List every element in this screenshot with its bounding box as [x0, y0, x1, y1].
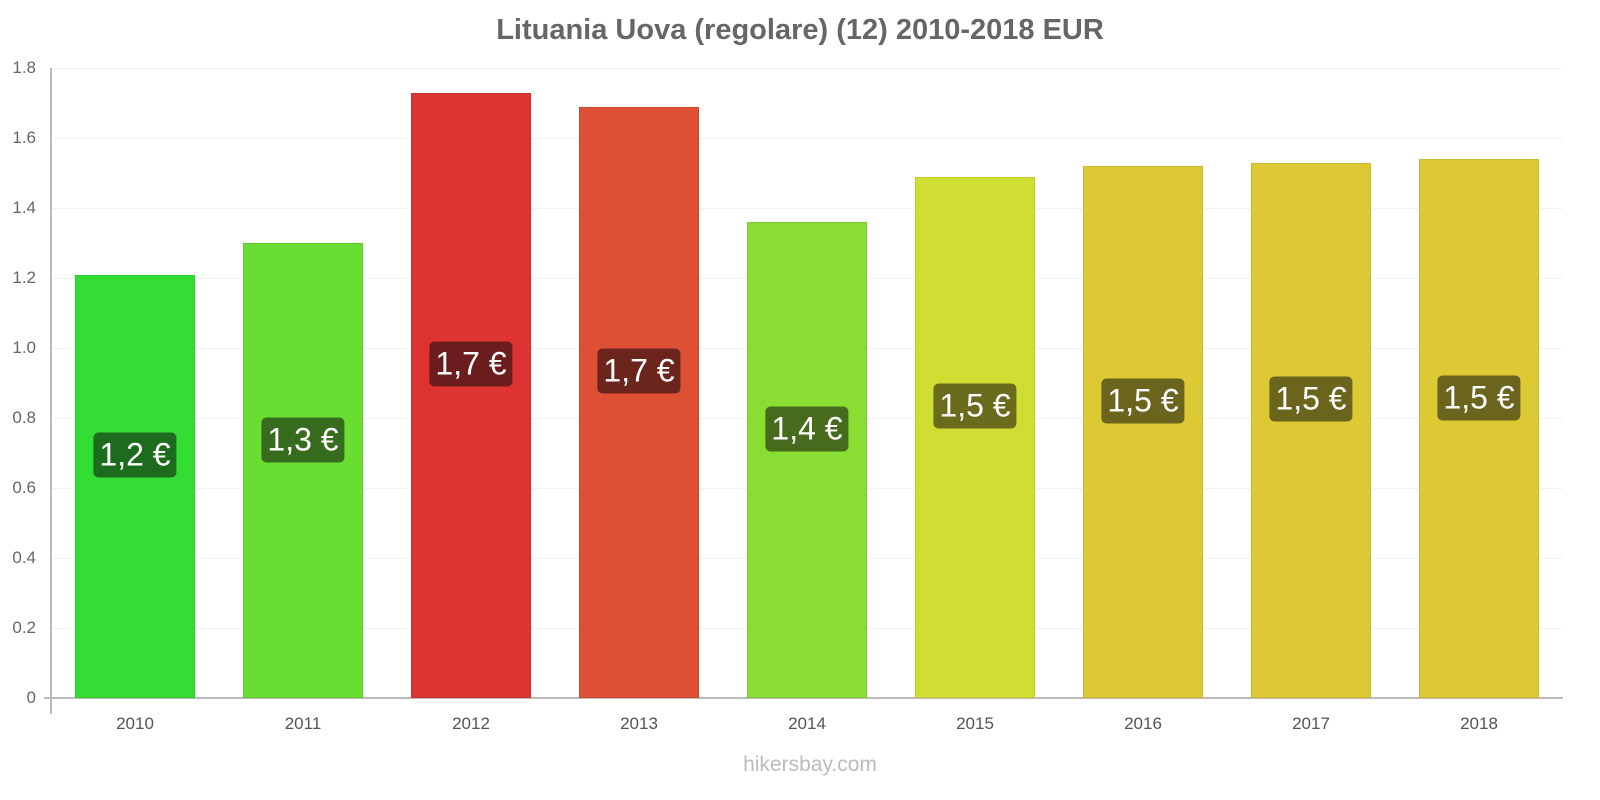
gridline — [51, 138, 1563, 139]
bar-2011[interactable] — [243, 243, 363, 698]
y-tick-label: 0.2 — [12, 618, 36, 637]
gridline — [51, 208, 1563, 209]
x-tick-label: 2014 — [788, 714, 826, 733]
y-tick-label: 1.8 — [12, 58, 36, 77]
x-tick-label: 2017 — [1292, 714, 1330, 733]
y-tick-label: 1.2 — [12, 268, 36, 287]
bar-2010[interactable] — [75, 274, 195, 698]
y-tick-label: 0.8 — [12, 408, 36, 427]
y-tick-label: 1.4 — [12, 198, 36, 217]
y-axis — [50, 68, 52, 714]
bar-value-label: 1,5 € — [1437, 375, 1521, 420]
y-tick-label: 0.4 — [12, 548, 36, 567]
bar-value-label: 1,5 € — [1269, 376, 1353, 422]
x-tick-label: 2013 — [620, 714, 658, 733]
bar-2014[interactable] — [747, 222, 867, 698]
y-tick-label: 1.6 — [12, 128, 36, 147]
x-tick-label: 2016 — [1124, 714, 1162, 733]
x-axis — [44, 697, 1563, 699]
x-tick-label: 2018 — [1460, 714, 1498, 733]
y-tick-label: 1.0 — [12, 338, 36, 357]
x-tick-label: 2010 — [116, 714, 154, 733]
bar-value-label: 1,2 € — [93, 432, 177, 478]
bar-value-label: 1,7 € — [597, 348, 681, 394]
source-watermark: hikersbay.com — [743, 753, 877, 776]
y-tick-label: 0.6 — [12, 478, 36, 497]
bar-2012[interactable] — [411, 92, 531, 698]
x-tick-label: 2015 — [956, 714, 994, 733]
bar-2017[interactable] — [1251, 162, 1371, 698]
bar-2018[interactable] — [1419, 159, 1539, 698]
y-tick-label: 0 — [26, 688, 36, 707]
bar-value-label: 1,4 € — [765, 406, 849, 452]
bar-value-label: 1,5 € — [1101, 378, 1185, 424]
x-tick-label: 2011 — [284, 714, 322, 733]
chart-title: Lituania Uova (regolare) (12) 2010-2018 … — [496, 14, 1104, 46]
x-tick-label: 2012 — [452, 714, 490, 733]
bar-value-label: 1,7 € — [429, 341, 513, 387]
bar-2016[interactable] — [1083, 166, 1203, 698]
bar-2013[interactable] — [579, 106, 699, 698]
bar-value-label: 1,3 € — [261, 417, 345, 462]
bar-2015[interactable] — [915, 176, 1035, 698]
bar-value-label: 1,5 € — [933, 383, 1017, 429]
gridline — [51, 68, 1563, 69]
